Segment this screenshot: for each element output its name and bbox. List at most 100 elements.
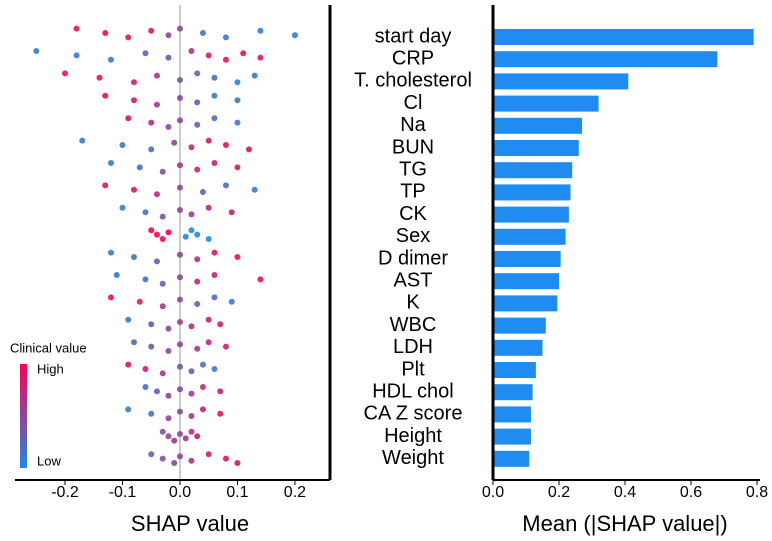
shap-dot — [205, 137, 212, 144]
shap-dot — [291, 32, 298, 39]
shap-dot — [205, 236, 212, 242]
shap-dot — [217, 410, 224, 417]
category-label: D dimer — [378, 247, 448, 269]
shap-dot — [234, 460, 241, 466]
category-label: AST — [394, 269, 433, 291]
shap-dot — [176, 319, 183, 325]
shap-dot — [176, 117, 183, 124]
shap-dot — [176, 408, 183, 415]
x-axis-label: Mean (|SHAP value|) — [522, 511, 727, 536]
shap-dot — [148, 321, 155, 328]
x-tick-label: 0.0 — [169, 484, 191, 501]
shap-dot — [119, 204, 126, 211]
shap-dot — [211, 294, 218, 301]
shap-dot — [188, 144, 195, 151]
bar — [493, 317, 546, 334]
shap-dot — [257, 276, 264, 283]
shap-dot — [148, 146, 155, 153]
category-label: K — [406, 292, 420, 314]
shap-dot — [107, 160, 114, 166]
x-tick-label: 0.0 — [482, 484, 504, 501]
shap-dot — [234, 97, 241, 104]
colorbar — [20, 364, 27, 468]
shap-dot — [107, 56, 114, 63]
category-label: Plt — [401, 358, 425, 380]
shap-dot — [165, 32, 172, 39]
bar — [493, 73, 629, 90]
shap-dot — [159, 236, 166, 242]
category-label: CK — [399, 203, 427, 225]
shap-dot — [176, 77, 183, 83]
bar — [493, 206, 569, 223]
shap-dot — [176, 184, 183, 191]
shap-dot — [251, 72, 258, 79]
shap-dot — [234, 164, 241, 171]
shap-dot — [194, 166, 201, 173]
shap-dot — [251, 186, 258, 193]
shap-dot — [136, 164, 143, 171]
shap-dot — [176, 162, 183, 169]
shap-dot — [194, 433, 201, 440]
shap-dot — [194, 301, 201, 307]
shap-dot — [171, 460, 178, 466]
shap-dot — [182, 233, 189, 240]
bar — [493, 95, 599, 112]
shap-dot — [125, 316, 132, 323]
shap-dot — [211, 272, 218, 278]
shap-dot — [125, 361, 132, 368]
shap-dot — [165, 433, 172, 440]
bar — [493, 339, 543, 356]
shap-dot — [33, 48, 40, 54]
shap-dot — [107, 294, 114, 301]
shap-dot — [176, 386, 183, 393]
category-label: HDL chol — [372, 380, 454, 402]
bar — [493, 295, 558, 312]
shap-dot — [130, 254, 137, 260]
category-label: Weight — [382, 447, 444, 469]
shap-dot — [153, 191, 160, 198]
shap-dot — [73, 25, 80, 32]
shap-dot — [176, 363, 183, 370]
shap-dot — [102, 30, 109, 36]
category-label: BUN — [392, 136, 434, 158]
shap-dot — [205, 451, 212, 458]
colorbar-low: Low — [37, 453, 61, 468]
shap-dot — [199, 406, 206, 413]
shap-dot — [194, 256, 201, 263]
shap-dot — [142, 209, 149, 216]
shap-dot — [194, 121, 201, 128]
shap-dot — [73, 52, 80, 59]
shap-dot — [228, 209, 235, 216]
shap-dot — [199, 189, 206, 195]
shap-dot — [194, 345, 201, 352]
shap-dot — [153, 388, 160, 395]
shap-dot — [159, 168, 166, 175]
shap-dot — [194, 70, 201, 77]
bar — [493, 29, 754, 45]
shap-dot — [176, 25, 183, 32]
shap-dot — [217, 388, 224, 395]
shap-dot — [194, 99, 201, 106]
bar — [493, 117, 583, 134]
shap-dot — [257, 27, 264, 34]
shap-dot — [176, 431, 183, 437]
shap-dot — [188, 323, 195, 330]
shap-dot — [96, 74, 103, 81]
shap-dot — [240, 50, 247, 57]
shap-dot — [119, 142, 126, 148]
bar — [493, 140, 579, 156]
shap-dot — [199, 361, 206, 368]
bar — [493, 450, 530, 467]
shap-dot — [234, 119, 241, 126]
shap-dot — [222, 34, 229, 41]
category-label: Cl — [404, 92, 423, 114]
bar — [493, 384, 533, 401]
shap-dot — [234, 79, 241, 86]
bar — [493, 362, 536, 378]
shap-dot — [153, 72, 160, 79]
shap-dot — [199, 384, 206, 390]
shap-dot — [217, 321, 224, 328]
shap-dot — [159, 303, 166, 310]
shap-dot — [222, 455, 229, 462]
shap-dot — [171, 139, 178, 146]
